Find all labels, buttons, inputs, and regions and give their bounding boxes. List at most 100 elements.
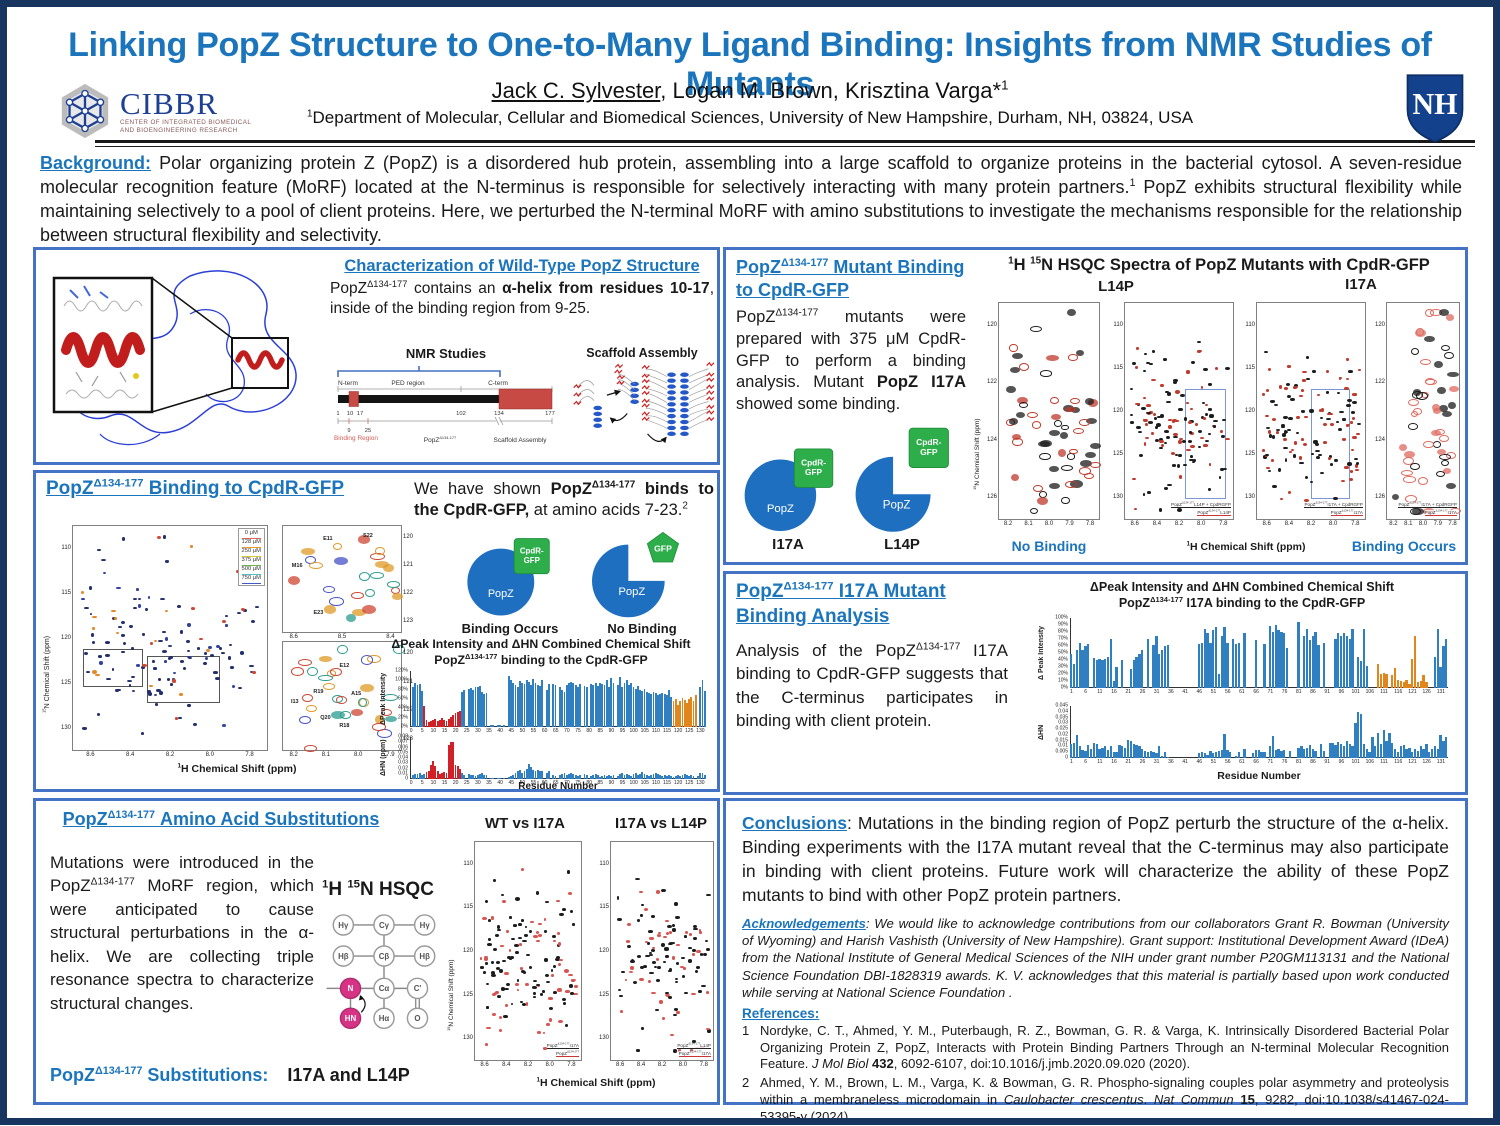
p3-xaxis-label: 1H Chemical Shift (ppm) bbox=[1186, 540, 1306, 553]
svg-text:1: 1 bbox=[336, 411, 339, 417]
svg-text:134: 134 bbox=[494, 411, 504, 417]
cibbr-acronym: CIBBR bbox=[120, 85, 219, 121]
titration-zoom-top: 120 121 122 123 8.6 8.5 8.4 E11 S22 M16 E23 bbox=[282, 525, 413, 640]
no-binding-figure: GFP PopZ bbox=[588, 529, 686, 624]
panel-substitutions: PopZΔ134-177 Amino Acid Substitutions Mu… bbox=[33, 798, 720, 1105]
affiliation-line: 1Department of Molecular, Cellular and B… bbox=[306, 108, 1194, 127]
p2-chart-title-1: ΔPeak Intensity and ΔHN Combined Chemica… bbox=[391, 637, 691, 651]
svg-text:CpdR-: CpdR- bbox=[520, 547, 544, 556]
scaffold-assembly-label: Scaffold Assembly bbox=[493, 437, 547, 444]
construct-label: PopZΔ134-177 bbox=[423, 434, 457, 444]
svg-text:C-term: C-term bbox=[488, 380, 508, 387]
spectrum2-title: I17A vs L14P bbox=[615, 815, 707, 832]
p4-chart-title-1: ΔPeak Intensity and ΔHN Combined Chemica… bbox=[1089, 580, 1395, 594]
protein-structure-sketch bbox=[52, 270, 297, 446]
conclusions-text: : Mutations in the binding region of Pop… bbox=[742, 813, 1449, 906]
p3-yaxis-label: 15N Chemical Shift (ppm) bbox=[971, 418, 981, 490]
p3-body: PopZΔ134-177 mutants were prepared with … bbox=[736, 307, 966, 414]
p4-chart-xlabel: Residue Number bbox=[1217, 770, 1301, 782]
p2-top-chart-ylabel: ΔPeak Intensity bbox=[380, 672, 387, 726]
p3-left-column: PopZΔ134-177 Mutant Binding to CpdR-GFP … bbox=[736, 256, 966, 416]
svg-text:GFP: GFP bbox=[805, 467, 822, 477]
p4-bottom-chart-ylabel: ΔHN bbox=[1038, 724, 1045, 740]
p1-body: PopZΔ134-177 contains an α-helix from re… bbox=[330, 278, 714, 317]
svg-text:N-term: N-term bbox=[338, 380, 358, 387]
p5-heading: PopZΔ134-177 Amino Acid Substitutions bbox=[62, 809, 380, 829]
acknowledgements-label: Acknowledgements bbox=[742, 915, 866, 931]
svg-text:GFP: GFP bbox=[920, 447, 938, 457]
svg-text:PopZ: PopZ bbox=[883, 499, 911, 512]
p2-chart-xlabel: Residue Number bbox=[518, 781, 598, 792]
svg-text:PED region: PED region bbox=[391, 380, 425, 387]
conclusions-label: Conclusions bbox=[742, 813, 848, 833]
svg-text:PopZ: PopZ bbox=[618, 586, 645, 598]
titration-legend: 0 μM 128 μM 250 μM 375 μM 500 μM 750 μM bbox=[237, 528, 265, 586]
svg-text:9: 9 bbox=[347, 428, 350, 434]
p2-yaxis-label: 15N Chemical Shift (ppm) bbox=[41, 635, 51, 713]
unh-shield-icon: NH bbox=[1406, 74, 1464, 143]
background-text: Polar organizing protein Z (PopZ) is a d… bbox=[40, 153, 1462, 245]
wt-peak-intensity-chart: 0% 20% 40% 60% 80% 100% 120% 0 5 10 15 20 25 30 35 40 45… bbox=[395, 667, 706, 734]
p5-yaxis-label: 15N Chemical Shift (ppm) bbox=[445, 959, 455, 1031]
wt-chemical-shift-chart: 0 0.01 0.02 0.03 0.04 0.05 0.06 0.07 0.08 0 5 10 15 2… bbox=[398, 733, 706, 786]
svg-text:C': C' bbox=[414, 984, 422, 993]
header-divider bbox=[95, 140, 1475, 147]
svg-text:Cγ: Cγ bbox=[379, 921, 390, 930]
acknowledgements-paragraph: Acknowledgements: We would like to ackno… bbox=[742, 915, 1449, 1002]
binding-occurs-figure: CpdR- GFP PopZ bbox=[464, 535, 556, 624]
substitutions-label: PopZΔ134-177 Substitutions: bbox=[50, 1065, 269, 1085]
svg-text:Hβ: Hβ bbox=[338, 952, 349, 961]
svg-text:GFP: GFP bbox=[654, 544, 672, 554]
scaffold-figure: Scaffold Assembly bbox=[568, 346, 716, 461]
hsqc-panel-title: 1H 15N HSQC Spectra of PopZ Mutants with… bbox=[1008, 255, 1430, 274]
svg-text:Hα: Hα bbox=[379, 1014, 390, 1023]
svg-text:NH: NH bbox=[1412, 87, 1457, 121]
binding-region-label: Binding Region bbox=[333, 435, 379, 442]
svg-text:PopZ: PopZ bbox=[488, 588, 514, 600]
p2-xaxis-label: 1H Chemical Shift (ppm) bbox=[177, 762, 297, 775]
i17a-vs-l14p-spectrum: 110 115 120 125 130 8.6 8.4 8.2 8.0 7.8 PopZΔ134-1… bbox=[599, 841, 714, 1068]
spectrum1-title: WT vs I17A bbox=[484, 815, 566, 832]
p4-left-column: PopZΔ134-177 I17A Mutant Binding Analysi… bbox=[736, 580, 1008, 732]
l14p-zoom-spectrum: 120 122 124 126 8.2 8.1 8.0 7.9 7.8 bbox=[987, 302, 1102, 527]
panel-conclusions: Conclusions: Mutations in the binding re… bbox=[723, 798, 1468, 1124]
i17a-zoom-spectrum: 120 122 124 126 8.2 8.1 8.0 7.9 7.8 PopZΔ134-177I… bbox=[1375, 302, 1461, 527]
reference-item: 1 Nordyke, C. T., Ahmed, Y. M., Puterbaug… bbox=[742, 1022, 1449, 1072]
no-binding-label: No Binding bbox=[1011, 538, 1087, 554]
svg-text:25: 25 bbox=[365, 428, 371, 434]
no-binding-caption: No Binding bbox=[607, 621, 677, 636]
domain-diagram-svg: N-term PED region C-term 1 10 17 102 134… bbox=[336, 366, 555, 434]
svg-text:Hγ: Hγ bbox=[420, 921, 431, 930]
i17a-caption: I17A bbox=[772, 536, 804, 553]
authors-line: Jack C. Sylvester, Logan M. Brown, Krisz… bbox=[491, 77, 1009, 103]
group-label-i17a: I17A bbox=[1345, 276, 1377, 293]
popz-cpdr-bound-icon: CpdR- GFP PopZ bbox=[467, 538, 550, 616]
p4-top-chart-ylabel: Δ Peak Intensity bbox=[1038, 625, 1045, 681]
svg-text:PopZ: PopZ bbox=[767, 503, 794, 515]
p2-bottom-chart-ylabel: ΔHN (ppm) bbox=[380, 739, 387, 777]
cibbr-tagline-1: CENTER OF INTEGRATED BIOMEDICAL bbox=[120, 118, 252, 126]
i17a-chemical-shift-chart: 0 0.005 0.01 0.015 0.02 0.025 0.03 0.035 0.04 0.0… bbox=[1055, 703, 1448, 764]
domain-diagram: NMR Studies N-term PED region C-term 1 1… bbox=[330, 346, 562, 457]
svg-text:O: O bbox=[414, 1014, 420, 1023]
svg-text:CpdR-: CpdR- bbox=[801, 458, 826, 468]
p3-heading: PopZΔ134-177 Mutant Binding to CpdR-GFP bbox=[736, 257, 965, 300]
svg-text:HN: HN bbox=[345, 1014, 357, 1023]
l14p-unbound-icon: CpdR- GFP PopZ bbox=[855, 427, 949, 532]
svg-text:177: 177 bbox=[545, 411, 555, 417]
svg-text:Cβ: Cβ bbox=[379, 952, 390, 961]
p2-body: We have shown PopZΔ134-177 binds to the … bbox=[414, 479, 714, 520]
conclusions-paragraph: Conclusions: Mutations in the binding re… bbox=[742, 811, 1449, 908]
titration-spectrum: 0 μM 128 μM 250 μM 375 μM 500 μM 750 μM 110 11… bbox=[61, 525, 268, 758]
binding-occurs-label: Binding Occurs bbox=[1351, 538, 1457, 554]
l14p-nobinding-figure: CpdR- GFP PopZ bbox=[852, 426, 952, 539]
unh-logo: NH bbox=[1404, 72, 1466, 149]
i17a-bound-icon: CpdR- GFP PopZ bbox=[744, 448, 834, 532]
svg-text:Hγ: Hγ bbox=[338, 921, 349, 930]
acknowledgements-text: : We would like to acknowledge contribut… bbox=[742, 915, 1449, 1001]
popz-gfp-unbound-icon: GFP PopZ bbox=[592, 531, 680, 618]
panel-mutant-binding: PopZΔ134-177 Mutant Binding to CpdR-GFP … bbox=[723, 247, 1468, 565]
svg-text:Hβ: Hβ bbox=[419, 952, 430, 961]
svg-text:102: 102 bbox=[456, 411, 466, 417]
p1-right-column: Characterization of Wild-Type PopZ Struc… bbox=[330, 257, 714, 319]
